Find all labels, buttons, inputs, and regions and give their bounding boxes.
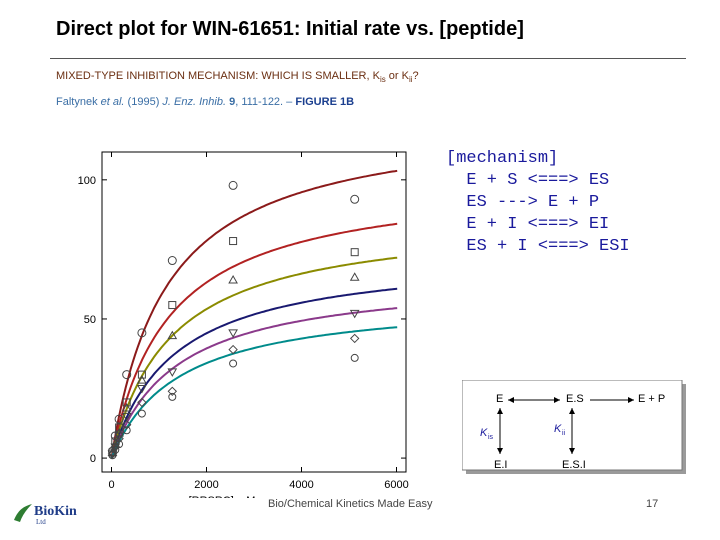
y-tick-label: 50 (84, 314, 96, 326)
diagram-arrowheads-e-es (508, 397, 560, 403)
mechanism-line: ES ---> E + P (446, 193, 600, 212)
diagram-label-k-sub: is (488, 434, 494, 441)
data-point-square (115, 423, 124, 432)
logo-text: BioKin (34, 504, 77, 519)
x-tick-label: 2000 (194, 479, 218, 491)
x-tick-label: 0 (108, 479, 114, 491)
data-point-square (350, 248, 359, 257)
subtitle-main: MIXED-TYPE INHIBITION MECHANISM: WHICH I… (56, 70, 380, 82)
data-point-circle (114, 414, 124, 424)
diagram-label-e: E (496, 393, 503, 405)
biokin-logo: BioKin Ltd (14, 504, 77, 526)
diagram-label-k: K (480, 427, 488, 439)
leaf-icon (14, 504, 32, 522)
citation: Faltynek et al. (1995) J. Enz. Inhib. 9,… (56, 96, 354, 108)
x-tick-label: 4000 (289, 479, 313, 491)
mechanism-text: [mechanism] E + S <===> ES ES ---> E + P… (446, 148, 630, 258)
title-divider (50, 58, 686, 59)
diagram-label-esi: E.S.I (562, 459, 586, 471)
data-point-triangle-down (137, 385, 147, 394)
footer-text: Bio/Chemical Kinetics Made Easy (268, 498, 433, 510)
data-point-triangle-down (228, 329, 238, 338)
data-point-diamond (167, 386, 178, 397)
data-point-triangle-up (228, 274, 238, 284)
data-point-triangle-down (121, 412, 132, 422)
data-point-triangle-down (107, 450, 118, 459)
citation-year: (1995) (124, 96, 163, 108)
diagram-label-es: E.S (566, 393, 584, 405)
x-axis-label: [RRSRC], µM (189, 495, 256, 498)
data-point-circle (122, 426, 131, 435)
citation-journal: J. Enz. Inhib. (162, 96, 227, 108)
data-point-circle (168, 392, 177, 401)
diagram-label-k2: K (554, 423, 562, 435)
data-point-circle (167, 256, 177, 266)
diagram-label-ei: E.I (494, 459, 507, 471)
data-point-circle (115, 440, 124, 449)
citation-etal: et al. (100, 96, 125, 108)
data-point-circle (137, 328, 147, 338)
data-point-triangle-up (121, 402, 132, 412)
data-point-diamond (137, 397, 147, 408)
fit-curve (110, 326, 398, 459)
data-point-triangle-down (167, 368, 178, 377)
diagram-arrowhead-es-ep (628, 397, 634, 403)
fit-curve (110, 307, 398, 459)
fit-curve (110, 222, 398, 459)
mechanism-line: E + S <===> ES (446, 171, 610, 190)
y-tick-label: 100 (78, 175, 96, 187)
citation-pages: , 111-122. – (235, 96, 296, 108)
data-point-diamond (114, 433, 124, 444)
data-point-diamond (121, 419, 132, 430)
citation-volume: 9 (229, 96, 236, 108)
mechanism-line: E + I <===> EI (446, 215, 610, 234)
data-point-triangle-up (349, 272, 360, 281)
data-point-square (137, 370, 146, 379)
data-point-circle (111, 445, 120, 454)
fit-curve (110, 287, 398, 459)
subtitle-sub-ii: ii (408, 75, 413, 85)
citation-figure: FIGURE 1B (295, 96, 355, 108)
data-point-square (122, 398, 131, 407)
citation-authors: Faltynek (56, 96, 101, 108)
data-point-circle (228, 180, 238, 190)
fit-curve (110, 256, 398, 459)
data-point-diamond (110, 442, 121, 452)
x-tick-label: 6000 (384, 479, 408, 491)
data-point-circle (350, 194, 360, 204)
data-point-circle (122, 370, 132, 380)
data-point-triangle-up (137, 375, 147, 384)
data-point-circle (137, 409, 146, 418)
logo-subtext: Ltd (36, 518, 46, 526)
data-point-circle (350, 353, 359, 362)
data-point-diamond (228, 344, 238, 355)
page-number: 17 (646, 498, 659, 510)
data-point-triangle-down (349, 309, 360, 319)
slide-subtitle: MIXED-TYPE INHIBITION MECHANISM: WHICH I… (56, 70, 419, 84)
data-point-diamond (349, 333, 360, 344)
fit-curve (110, 169, 398, 459)
mechanism-line: ES + I <===> ESI (446, 237, 630, 256)
diagram-label-ep: E + P (638, 393, 665, 405)
data-point-square (168, 301, 177, 310)
data-point-circle (229, 359, 238, 368)
y-tick-label: 0 (90, 453, 96, 465)
slide-title: Direct plot for WIN-61651: Initial rate … (56, 18, 524, 40)
diagram-label-k2-sub: ii (562, 430, 566, 437)
rate-plot: 0 2000 4000 6000 0 50 100 [RRSRC], µM (78, 151, 409, 498)
subtitle-end: ? (412, 70, 419, 82)
data-point-triangle-up (167, 330, 178, 340)
mechanism-diagram: E E.S E + P K is K ii E.I E.S.I (462, 380, 686, 474)
subtitle-sub-is: is (379, 75, 386, 85)
subtitle-mid: or K (385, 70, 409, 82)
data-point-square (229, 237, 238, 246)
mechanism-line: [mechanism] (446, 149, 559, 168)
